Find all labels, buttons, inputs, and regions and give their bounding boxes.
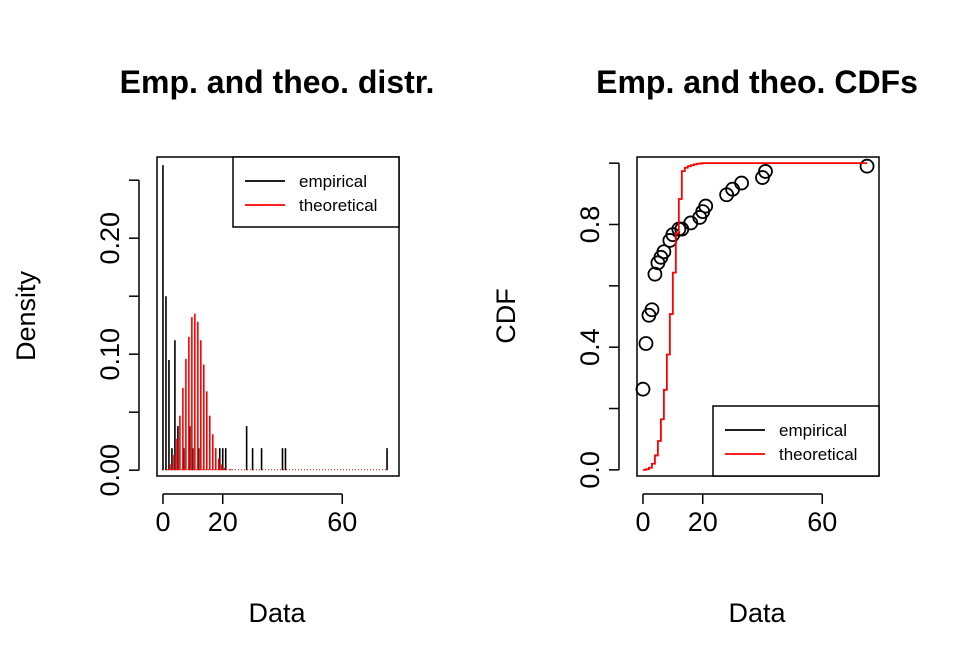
density-chart-title: Emp. and theo. distr.: [120, 64, 435, 100]
cdf-legend-label-empirical: empirical: [779, 421, 847, 440]
cdf-y-tick-label: 0.8: [575, 206, 605, 244]
cdf-empirical-point: [859, 158, 875, 174]
cdf-x-tick-label: 60: [807, 507, 837, 537]
density-y-tick-label: 0.20: [95, 212, 125, 265]
density-x-tick-label: 0: [155, 507, 170, 537]
cdf-plot-area: 0 20 60 0.0 0.4 0.8 empirical theoretical: [575, 156, 880, 537]
cdf-legend: empirical theoretical: [712, 405, 880, 477]
density-x-tick-label: 20: [208, 507, 238, 537]
cdf-empirical-point: [758, 164, 773, 179]
cdf-y-tick-label: 0.0: [575, 451, 605, 489]
density-x-tick-label: 60: [327, 507, 357, 537]
cdf-y-tick-label: 0.4: [575, 328, 605, 366]
cdf-legend-label-theoretical: theoretical: [779, 445, 857, 464]
density-plot-area: 0 20 60 0.00 0.10 0.20 empirical theoretical: [95, 156, 400, 537]
cdf-x-tick-label: 0: [635, 507, 650, 537]
density-y-tick-label: 0.10: [95, 328, 125, 381]
cdf-x-tick-label: 20: [688, 507, 718, 537]
density-legend: empirical theoretical: [232, 156, 400, 228]
cdf-legend-box: [712, 405, 880, 477]
cdf-y-axis-label: CDF: [491, 288, 521, 344]
density-panel: Emp. and theo. distr. Data Density 0 20 60…: [11, 64, 434, 628]
cdf-empirical-point: [635, 381, 651, 397]
density-x-axis-label: Data: [248, 598, 306, 628]
density-legend-label-theoretical: theoretical: [299, 196, 377, 215]
cdf-panel: Emp. and theo. CDFs Data CDF 0 20 60 0.0 0.4…: [491, 64, 918, 628]
cdf-empirical-point: [644, 302, 660, 318]
cdf-x-axis-label: Data: [728, 598, 786, 628]
cdf-chart-title: Emp. and theo. CDFs: [596, 64, 918, 100]
density-legend-box: [232, 156, 400, 228]
cdf-empirical-point: [698, 198, 714, 214]
cdf-theoretical-cdf-line: [642, 162, 868, 471]
density-y-axis-label: Density: [11, 270, 41, 361]
density-legend-label-empirical: empirical: [299, 172, 367, 191]
density-y-tick-label: 0.00: [95, 444, 125, 497]
cdf-empirical-point: [656, 244, 672, 260]
cdf-empirical-point: [638, 336, 654, 351]
cdf-empirical-point: [734, 175, 749, 191]
